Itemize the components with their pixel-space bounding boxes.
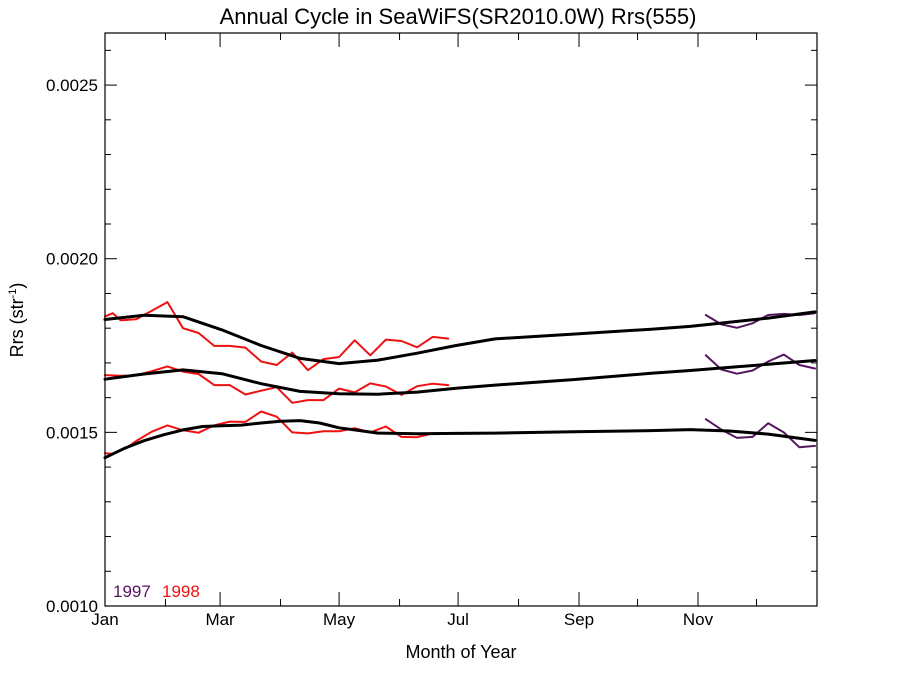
plot-lines (103, 301, 817, 460)
y-axis-title: Rrs (str-1) (7, 283, 27, 358)
y-tick-label: 0.0015 (46, 423, 98, 442)
series-1998-upper (104, 301, 450, 372)
y-axis-title-superscript: -1 (7, 289, 19, 299)
chart-title: Annual Cycle in SeaWiFS(SR2010.0W) Rrs(5… (220, 4, 697, 29)
legend: 1997 1998 (113, 582, 200, 601)
series-1998-lower (104, 410, 450, 455)
smooth-fit-middle (103, 359, 817, 396)
y-axis: 0.0010 0.0015 0.0020 0.0025 (46, 49, 817, 616)
plot-frame (104, 32, 818, 607)
x-axis-title: Month of Year (405, 642, 516, 662)
y-tick-label: 0.0025 (46, 76, 98, 95)
y-axis-title-suffix: ) (7, 283, 27, 289)
y-tick-label: 0.0010 (46, 597, 98, 616)
x-tick-label: Mar (205, 610, 235, 629)
x-tick-label: Jan (91, 610, 118, 629)
legend-label-1997: 1997 (113, 582, 151, 601)
smooth-fit-upper (103, 310, 817, 366)
x-axis: Jan Mar May Jul Sep Nov (91, 33, 758, 629)
x-tick-label: Nov (683, 610, 714, 629)
x-tick-label: May (323, 610, 356, 629)
y-tick-label: 0.0020 (46, 250, 98, 269)
x-tick-label: Jul (447, 610, 469, 629)
smooth-fit-lower (103, 419, 817, 460)
y-axis-title-main: Rrs (str (7, 298, 27, 357)
legend-label-1998: 1998 (162, 582, 200, 601)
x-tick-label: Sep (564, 610, 594, 629)
